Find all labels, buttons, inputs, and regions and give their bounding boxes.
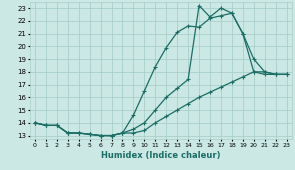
X-axis label: Humidex (Indice chaleur): Humidex (Indice chaleur) [101, 151, 221, 160]
